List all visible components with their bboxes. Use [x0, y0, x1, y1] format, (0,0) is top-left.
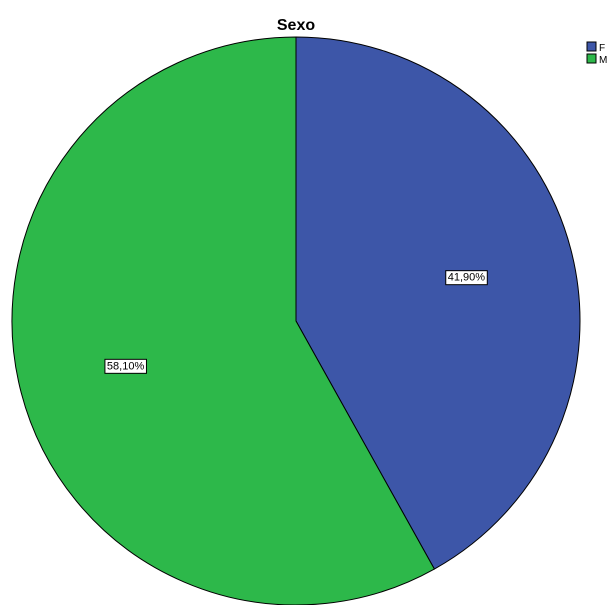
- chart-title: Sexo: [277, 17, 315, 34]
- legend-label-f: F: [599, 43, 605, 54]
- data-label-text: 58,10%: [107, 360, 145, 372]
- data-label-f: 41,90%: [445, 270, 488, 286]
- pie-slice-f: [295, 36, 581, 570]
- data-label-text: 41,90%: [448, 272, 486, 284]
- data-label-box: [445, 270, 488, 286]
- pie-slices: [11, 36, 581, 605]
- data-label-m: 58,10%: [104, 358, 147, 374]
- legend-swatch-m: [586, 53, 597, 64]
- data-label-box: [104, 358, 147, 374]
- data-labels: 41,90% 58,10%: [104, 270, 488, 374]
- legend-label-m: M: [599, 55, 607, 66]
- legend: FM: [586, 41, 607, 66]
- legend-swatch-f: [586, 41, 597, 52]
